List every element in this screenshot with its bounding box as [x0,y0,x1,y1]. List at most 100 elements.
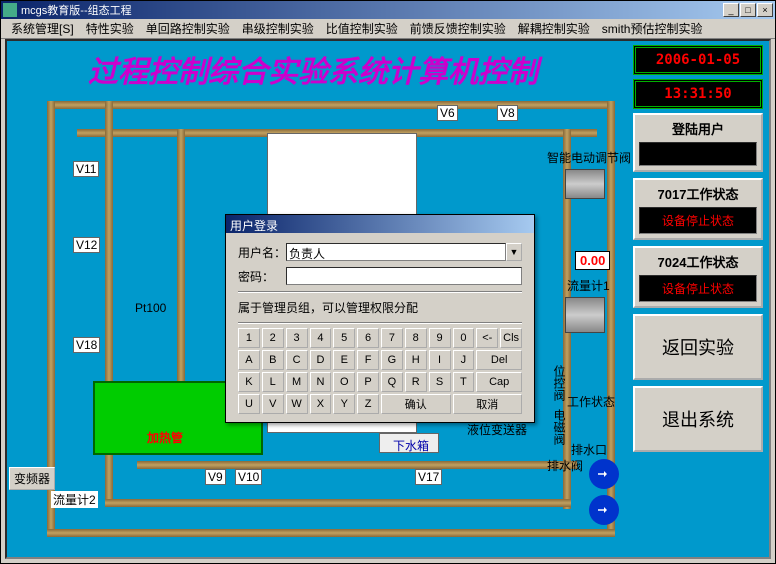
username-label: 用户名： [238,244,286,261]
menubar: 系统管理[S] 特性实验 单回路控制实验 串级控制实验 比值控制实验 前馈反馈控… [1,19,775,39]
menu-cascade[interactable]: 串级控制实验 [236,18,320,39]
key-e[interactable]: E [333,350,355,370]
drain-label: 排水口 [571,441,607,458]
menu-system[interactable]: 系统管理[S] [5,18,80,39]
key-j[interactable]: J [453,350,475,370]
pt100-label: Pt100 [135,301,166,315]
valve-v8: V8 [497,105,518,121]
s7024-title: 7024工作状态 [639,252,757,271]
key-i[interactable]: I [429,350,451,370]
key-4[interactable]: 4 [310,328,332,348]
status-7017: 7017工作状态 设备停止状态 [633,178,763,240]
arrow-1-icon [589,459,619,489]
key-f[interactable]: F [357,350,379,370]
login-title: 登陆用户 [639,119,757,138]
heater-label: 加热管 [147,429,183,446]
key-w[interactable]: W [286,394,308,414]
menu-decouple[interactable]: 解耦控制实验 [512,18,596,39]
scada-canvas: 过程控制综合实验系统计算机控制 V6 V8 V11 V12 V18 V9 V10… [5,39,771,559]
key-t[interactable]: T [453,372,475,392]
menu-smith[interactable]: smith预估控制实验 [596,18,709,39]
key-n[interactable]: N [310,372,332,392]
key-c[interactable]: C [286,350,308,370]
key-v[interactable]: V [262,394,284,414]
username-field[interactable]: 负责人 [286,243,506,261]
key-9[interactable]: 9 [429,328,451,348]
key-2[interactable]: 2 [262,328,284,348]
valve-v18: V18 [73,337,100,353]
key-back[interactable]: <- [476,328,498,348]
key-p[interactable]: P [357,372,379,392]
key-m[interactable]: M [286,372,308,392]
valve-v9: V9 [205,469,226,485]
key-z[interactable]: Z [357,394,379,414]
key-y[interactable]: Y [333,394,355,414]
maximize-button[interactable]: □ [740,3,756,17]
drainvalve-label: 排水阀 [547,457,583,474]
date-display: 2006-01-05 [633,45,763,75]
login-note: 属于管理员组，可以管理权限分配 [238,299,522,316]
key-h[interactable]: H [405,350,427,370]
back-button[interactable]: 返回实验 [633,314,763,380]
key-b[interactable]: B [262,350,284,370]
login-panel: 登陆用户 [633,113,763,172]
key-k[interactable]: K [238,372,260,392]
s7017-status: 设备停止状态 [639,207,757,234]
key-3[interactable]: 3 [286,328,308,348]
key-0[interactable]: 0 [453,328,475,348]
login-display [639,142,757,166]
key-cls[interactable]: Cls [500,328,522,348]
password-field[interactable] [286,267,522,285]
workstatus-label: 工作状态 [567,393,615,410]
leveltx-label: 液位变送器 [467,421,527,438]
menu-char[interactable]: 特性实验 [80,18,140,39]
lowertank-label: 下水箱 [393,437,429,454]
key-g[interactable]: G [381,350,403,370]
login-dialog: 用户登录 用户名： 负责人 ▼ 密码： 属于管理员组，可以管理权限分配 [225,214,535,423]
cancel-button[interactable]: 取消 [453,394,523,414]
key-u[interactable]: U [238,394,260,414]
solenoid-label: 电磁阀 [551,409,568,445]
key-a[interactable]: A [238,350,260,370]
valve-v10: V10 [235,469,262,485]
menu-feedfwd[interactable]: 前馈反馈控制实验 [404,18,512,39]
window-title: mcgs教育版--组态工程 [21,2,723,18]
key-del[interactable]: Del [476,350,522,370]
key-r[interactable]: R [405,372,427,392]
s7024-status: 设备停止状态 [639,275,757,302]
password-label: 密码： [238,268,286,285]
arrow-2-icon [589,495,619,525]
key-8[interactable]: 8 [405,328,427,348]
login-dialog-title: 用户登录 [226,215,534,233]
ok-button[interactable]: 确认 [381,394,451,414]
username-dropdown-icon[interactable]: ▼ [506,243,522,261]
close-button[interactable]: × [757,3,773,17]
key-7[interactable]: 7 [381,328,403,348]
key-o[interactable]: O [333,372,355,392]
key-q[interactable]: Q [381,372,403,392]
exit-button[interactable]: 退出系统 [633,386,763,452]
key-1[interactable]: 1 [238,328,260,348]
time-display: 13:31:50 [633,79,763,109]
key-cap[interactable]: Cap [476,372,522,392]
key-5[interactable]: 5 [333,328,355,348]
inverter-label: 变频器 [9,467,55,490]
key-l[interactable]: L [262,372,284,392]
valve-v6: V6 [437,105,458,121]
key-x[interactable]: X [310,394,332,414]
s7017-title: 7017工作状态 [639,184,757,203]
onscreen-keyboard: 1 2 3 4 5 6 7 8 9 0 <- Cls A B C D E [238,328,522,414]
menu-ratio[interactable]: 比值控制实验 [320,18,404,39]
menu-single[interactable]: 单回路控制实验 [140,18,236,39]
flowmeter-1 [565,297,605,333]
key-6[interactable]: 6 [357,328,379,348]
page-title: 过程控制综合实验系统计算机控制 [7,47,619,91]
key-s[interactable]: S [429,372,451,392]
minimize-button[interactable]: _ [723,3,739,17]
valve-v12: V12 [73,237,100,253]
valve-v11: V11 [73,161,99,177]
valve-v17: V17 [415,469,442,485]
posvalve-label: 位控阀 [551,365,568,401]
key-d[interactable]: D [310,350,332,370]
main-window: mcgs教育版--组态工程 _ □ × 系统管理[S] 特性实验 单回路控制实验… [0,0,776,564]
